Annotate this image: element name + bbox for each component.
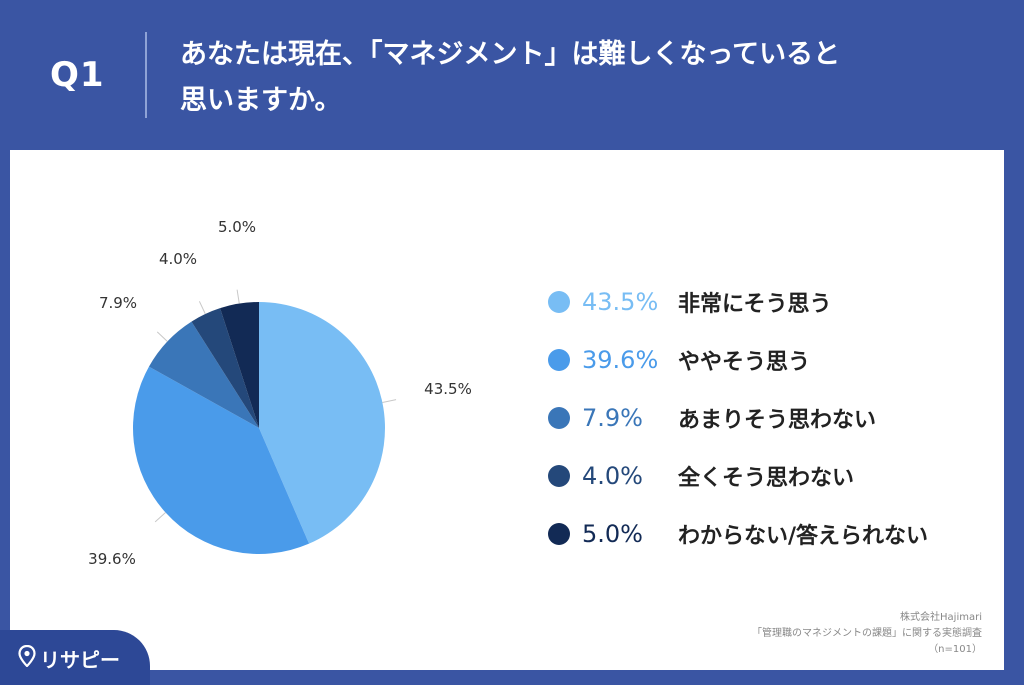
header-divider xyxy=(145,32,147,118)
question-line-1: あなたは現在、「マネジメント」は難しくなっていると xyxy=(180,39,841,70)
header: Q1 あなたは現在、「マネジメント」は難しくなっていると 思いますか。 xyxy=(0,0,1024,150)
legend-swatch-1 xyxy=(548,291,570,313)
legend-swatch-2 xyxy=(548,349,570,371)
legend-label-1: 非常にそう思う xyxy=(678,292,832,317)
source-sample: （n=101） xyxy=(928,644,982,655)
chart-card: 43.5% 39.6% 7.9% 4.0% 5.0% 43.5% 非常にそう思う 39.6%… xyxy=(10,150,1004,670)
question-number: Q1 xyxy=(50,55,105,95)
slice-value-label-4: 4.0% xyxy=(159,250,197,268)
pie-slice-3 xyxy=(148,321,259,428)
source-survey: 「管理職のマネジメントの課題」に関する実態調査 xyxy=(752,628,982,639)
pie-slice-4 xyxy=(191,308,259,428)
legend-swatch-4 xyxy=(548,465,570,487)
question-text: あなたは現在、「マネジメント」は難しくなっていると 思いますか。 xyxy=(180,32,960,124)
leader-line-2 xyxy=(154,512,166,523)
pie-slice-2 xyxy=(132,366,310,555)
brand-logo: リサピー xyxy=(0,630,150,685)
leader-line-4 xyxy=(198,301,206,315)
pie-slice-1 xyxy=(259,302,386,544)
source-company: 株式会社Hajimari xyxy=(900,612,982,623)
legend-item-2: 39.6% ややそう思う xyxy=(548,331,988,389)
source-note: 株式会社Hajimari 「管理職のマネジメントの課題」に関する実態調査 （n=… xyxy=(752,610,982,658)
legend-value-5: 5.0% xyxy=(582,520,643,548)
pin-icon xyxy=(18,645,36,667)
legend-swatch-3 xyxy=(548,407,570,429)
slice-value-label-1: 43.5% xyxy=(424,380,472,398)
pie-slice-5 xyxy=(220,302,259,428)
slice-value-label-3: 7.9% xyxy=(99,294,137,312)
leader-line-5 xyxy=(236,289,240,304)
legend: 43.5% 非常にそう思う 39.6% ややそう思う 7.9% あまりそう思わない 4.0%… xyxy=(548,273,988,563)
question-line-2: 思いますか。 xyxy=(180,85,342,116)
legend-item-3: 7.9% あまりそう思わない xyxy=(548,389,988,447)
pie-chart: 43.5% 39.6% 7.9% 4.0% 5.0% xyxy=(88,218,472,568)
legend-item-1: 43.5% 非常にそう思う xyxy=(548,273,988,331)
legend-value-4: 4.0% xyxy=(582,462,643,490)
logo-text: リサピー xyxy=(40,648,120,672)
legend-label-5: わからない/答えられない xyxy=(678,524,929,549)
legend-label-3: あまりそう思わない xyxy=(678,408,877,433)
legend-item-5: 5.0% わからない/答えられない xyxy=(548,505,988,563)
legend-value-3: 7.9% xyxy=(582,404,643,432)
slice-value-label-5: 5.0% xyxy=(218,218,256,236)
legend-label-2: ややそう思う xyxy=(678,350,811,375)
legend-value-2: 39.6% xyxy=(582,346,659,374)
leader-line-3 xyxy=(156,331,168,342)
legend-item-4: 4.0% 全くそう思わない xyxy=(548,447,988,505)
legend-value-1: 43.5% xyxy=(582,288,659,316)
legend-label-4: 全くそう思わない xyxy=(678,466,855,491)
slice-value-label-2: 39.6% xyxy=(88,550,136,568)
legend-swatch-5 xyxy=(548,523,570,545)
leader-line-1 xyxy=(382,399,397,403)
